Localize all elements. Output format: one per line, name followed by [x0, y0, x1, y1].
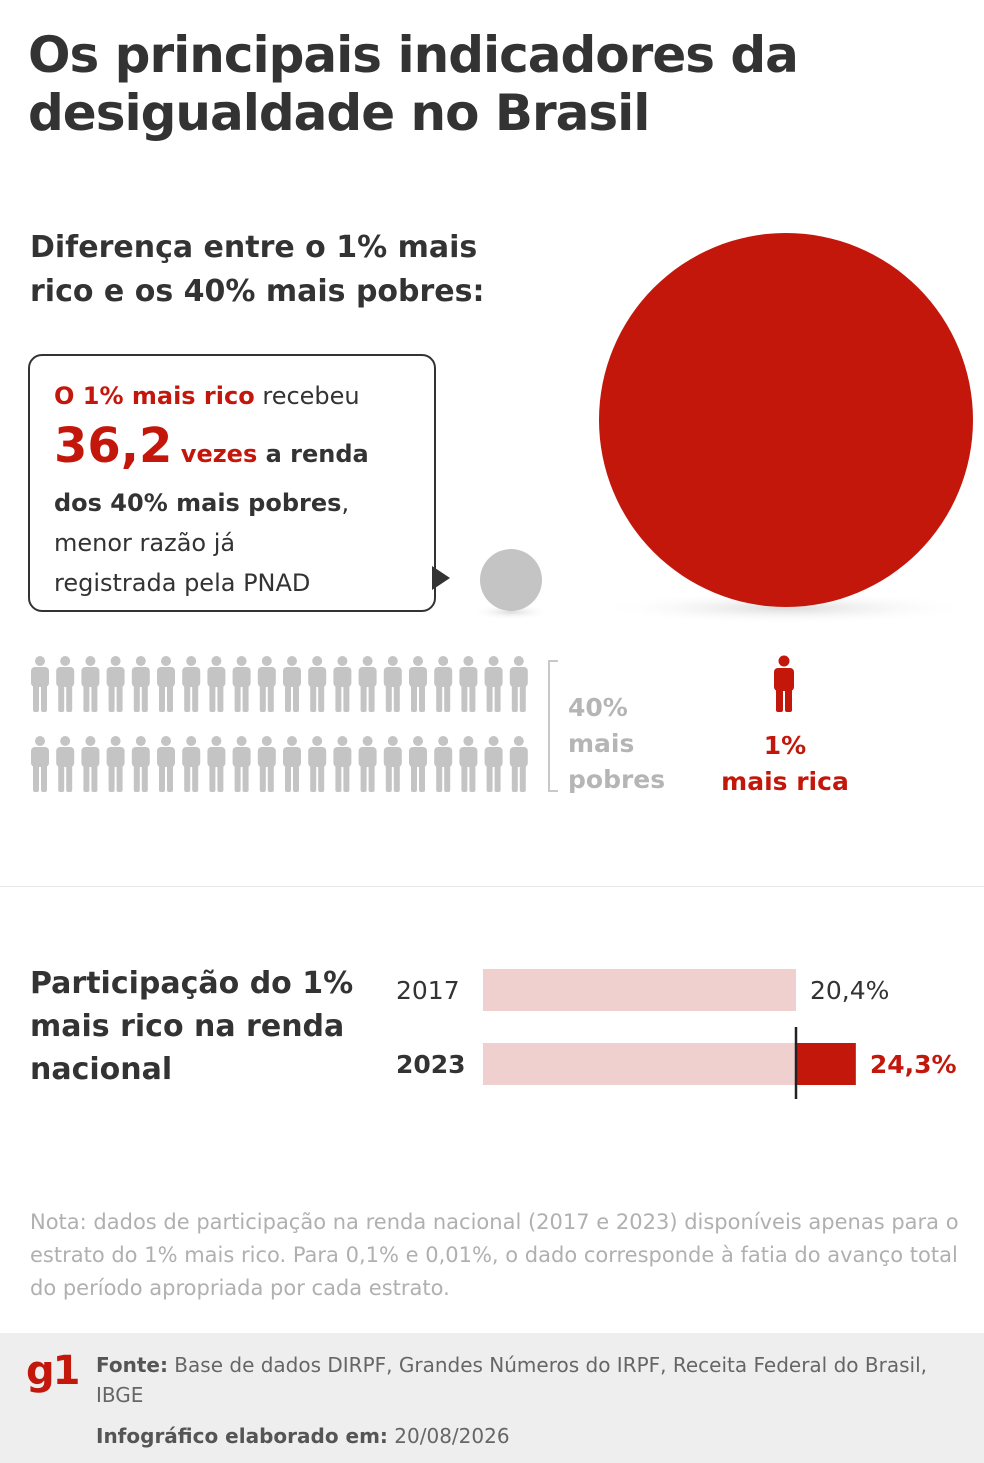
callout-line-5: registrada pela PNAD — [54, 569, 311, 597]
poor-person-icon — [459, 736, 478, 792]
poor-person-icon — [383, 656, 402, 712]
section-subtitle: Diferença entre o 1% mais rico e os 40% … — [30, 230, 485, 309]
poor-person-icon — [31, 736, 49, 792]
poor-person-icon — [182, 736, 201, 792]
poor-person-icon — [308, 656, 327, 712]
poor-label-line-1: 40% — [568, 693, 628, 722]
bar-category-label: 2017 — [396, 976, 460, 1005]
poor-person-icon — [182, 656, 201, 712]
poor-person-icon — [358, 656, 377, 712]
callout-text-1: recebeu — [254, 382, 360, 410]
poor-person-icon — [358, 736, 377, 792]
poor-person-icon — [81, 736, 100, 792]
rich-label: 1% mais rica — [710, 728, 860, 800]
poor-person-icon — [31, 656, 49, 712]
poor-person-icon — [157, 656, 175, 712]
callout-text-3: dos 40% mais pobres — [54, 489, 342, 517]
poor-person-icon — [232, 656, 251, 712]
page-title: Os principais indicadores da desigualdad… — [28, 26, 799, 142]
poor-person-icon — [409, 656, 427, 712]
poor-person-icon — [106, 656, 125, 712]
poor-person-icon — [207, 736, 226, 792]
poor-person-icon — [509, 656, 528, 712]
poor-circle-shadow — [471, 604, 551, 620]
poor-person-icon — [333, 736, 352, 792]
rich-label-line-1: 1% — [763, 731, 807, 760]
poor-person-icon — [56, 656, 75, 712]
bar-2023-base — [483, 1043, 796, 1085]
poor-people-grid — [31, 656, 528, 792]
poor-person-icon — [131, 736, 150, 792]
poor-bracket — [548, 660, 558, 792]
callout-text-4: , — [341, 489, 350, 517]
poor-circle — [480, 549, 542, 611]
callout-line-4: menor razão já — [54, 529, 236, 557]
rich-circle-shadow — [596, 592, 976, 624]
bar-value-label: 20,4% — [810, 976, 889, 1005]
poor-person-icon — [383, 736, 402, 792]
bar-2017 — [483, 969, 796, 1011]
poor-person-icon — [434, 736, 453, 792]
made-value: 20/08/2026 — [387, 1424, 510, 1448]
callout-text-2: a renda — [257, 440, 369, 468]
poor-person-icon — [157, 736, 175, 792]
bar-value-label: 24,3% — [870, 1050, 957, 1079]
poor-person-icon — [308, 736, 327, 792]
poor-person-icon — [257, 656, 276, 712]
callout-pointer — [432, 566, 450, 590]
poor-person-icon — [131, 656, 150, 712]
poor-person-icon — [484, 656, 503, 712]
bar-2023-increase — [796, 1043, 856, 1085]
poor-label: 40% mais pobres — [568, 690, 688, 798]
callout-ratio: 36,2 — [54, 418, 173, 474]
footer — [0, 1333, 984, 1463]
poor-person-icon — [459, 656, 478, 712]
callout-ratio-unit: vezes — [172, 440, 258, 468]
poor-person-icon — [409, 736, 427, 792]
callout-line-2: 36,2 vezes a renda — [54, 416, 410, 483]
poor-person-icon — [484, 736, 503, 792]
g1-logo: g1 — [26, 1348, 80, 1394]
poor-person-icon — [232, 736, 251, 792]
callout-line-1: O 1% mais rico recebeu — [54, 376, 410, 416]
made-label: Infográfico elaborado em: — [96, 1424, 388, 1448]
poor-person-icon — [81, 656, 100, 712]
poor-person-icon — [283, 736, 301, 792]
source-label: Fonte: — [96, 1353, 168, 1377]
section-divider — [0, 886, 984, 887]
proportion-circles — [471, 233, 976, 624]
made-date-text: Infográfico elaborado em: 20/08/2026 — [96, 1421, 956, 1451]
poor-label-line-2: mais — [568, 729, 635, 758]
poor-person-icon — [333, 656, 352, 712]
rich-circle — [599, 233, 973, 607]
poor-person-icon — [434, 656, 453, 712]
poor-person-icon — [257, 736, 276, 792]
rich-person-icon — [774, 655, 794, 712]
poor-person-icon — [283, 656, 301, 712]
callout-highlight: O 1% mais rico — [54, 382, 255, 410]
income-share-bar-chart: 2017 2023 20,4% 24,3% — [396, 969, 957, 1099]
bar-category-label: 2023 — [396, 1050, 466, 1079]
poor-person-icon — [207, 656, 226, 712]
poor-person-icon — [56, 736, 75, 792]
poor-person-icon — [106, 736, 125, 792]
poor-label-line-3: pobres — [568, 765, 666, 794]
rich-label-line-2: mais rica — [721, 767, 849, 796]
note-text: Nota: dados de participação na renda nac… — [30, 1210, 959, 1300]
poor-person-icon — [509, 736, 528, 792]
callout-box: O 1% mais rico recebeu 36,2 vezes a rend… — [28, 354, 436, 612]
bar-chart-title: Participação do 1% mais rico na renda na… — [30, 966, 354, 1087]
callout-line-3: dos 40% mais pobres, — [54, 483, 410, 523]
source-text: Fonte: Base de dados DIRPF, Grandes Núme… — [96, 1350, 956, 1410]
source-value: Base de dados DIRPF, Grandes Números do … — [96, 1353, 927, 1407]
